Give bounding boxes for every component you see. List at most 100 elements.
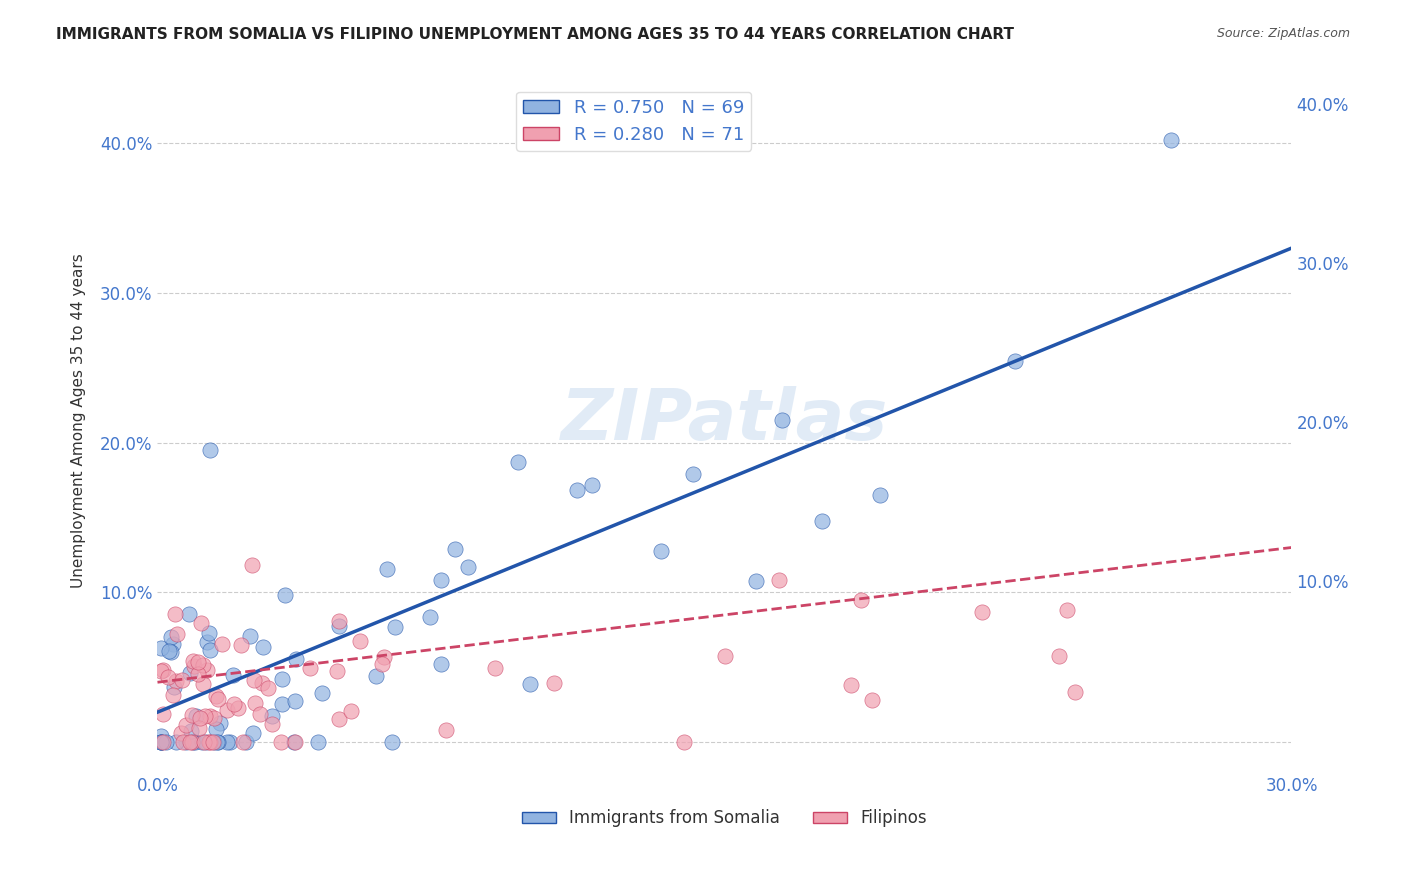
Immigrants from Somalia <box>177 607 200 621</box>
Immigrants from Somalia <box>252 640 274 654</box>
Immigrants from Somalia <box>565 483 588 498</box>
Immigrants from Somalia <box>205 722 228 736</box>
Filipinos <box>243 696 266 710</box>
Filipinos <box>170 726 193 740</box>
Filipinos <box>325 664 347 678</box>
Filipinos <box>839 678 862 692</box>
Filipinos <box>211 637 233 651</box>
Immigrants from Somalia <box>1160 133 1182 147</box>
Filipinos <box>768 574 790 588</box>
Immigrants from Somalia <box>328 619 350 633</box>
Immigrants from Somalia <box>682 467 704 481</box>
Immigrants from Somalia <box>869 488 891 502</box>
Immigrants from Somalia <box>581 477 603 491</box>
Filipinos <box>284 735 307 749</box>
Immigrants from Somalia <box>284 694 307 708</box>
Text: ZIPatlas: ZIPatlas <box>561 385 889 455</box>
Filipinos <box>174 717 197 731</box>
Filipinos <box>328 712 350 726</box>
Filipinos <box>222 698 245 712</box>
Immigrants from Somalia <box>160 630 183 644</box>
Filipinos <box>190 615 212 630</box>
Filipinos <box>181 735 204 749</box>
Immigrants from Somalia <box>384 620 406 634</box>
Filipinos <box>163 607 186 621</box>
Immigrants from Somalia <box>198 643 221 657</box>
Filipinos <box>187 667 209 681</box>
Immigrants from Somalia <box>180 724 202 739</box>
Immigrants from Somalia <box>508 454 530 468</box>
Y-axis label: Unemployment Among Ages 35 to 44 years: Unemployment Among Ages 35 to 44 years <box>72 253 86 588</box>
Immigrants from Somalia <box>198 625 221 640</box>
Immigrants from Somalia <box>205 735 228 749</box>
Immigrants from Somalia <box>271 697 294 711</box>
Immigrants from Somalia <box>155 735 177 749</box>
Filipinos <box>205 689 228 703</box>
Filipinos <box>240 558 263 573</box>
Immigrants from Somalia <box>770 413 793 427</box>
Immigrants from Somalia <box>419 610 441 624</box>
Filipinos <box>270 735 292 749</box>
Immigrants from Somalia <box>311 686 333 700</box>
Immigrants from Somalia <box>283 735 305 749</box>
Immigrants from Somalia <box>375 562 398 576</box>
Filipinos <box>172 735 194 749</box>
Immigrants from Somalia <box>1004 353 1026 368</box>
Filipinos <box>257 681 280 696</box>
Filipinos <box>152 663 174 677</box>
Immigrants from Somalia <box>222 668 245 682</box>
Immigrants from Somalia <box>307 735 329 749</box>
Immigrants from Somalia <box>364 669 387 683</box>
Immigrants from Somalia <box>218 735 240 749</box>
Filipinos <box>207 692 229 706</box>
Immigrants from Somalia <box>430 573 453 587</box>
Filipinos <box>187 656 209 670</box>
Filipinos <box>165 673 187 688</box>
Filipinos <box>157 670 180 684</box>
Filipinos <box>1063 685 1085 699</box>
Immigrants from Somalia <box>457 559 479 574</box>
Immigrants from Somalia <box>430 657 453 672</box>
Filipinos <box>193 735 215 749</box>
Immigrants from Somalia <box>235 735 257 749</box>
Filipinos <box>714 649 737 664</box>
Filipinos <box>166 627 188 641</box>
Filipinos <box>162 688 184 702</box>
Immigrants from Somalia <box>274 588 297 602</box>
Immigrants from Somalia <box>200 443 222 458</box>
Filipinos <box>1056 602 1078 616</box>
Immigrants from Somalia <box>262 709 284 723</box>
Filipinos <box>860 693 883 707</box>
Filipinos <box>181 654 204 668</box>
Filipinos <box>191 657 214 672</box>
Filipinos <box>260 716 283 731</box>
Filipinos <box>170 673 193 687</box>
Filipinos <box>340 704 363 718</box>
Text: IMMIGRANTS FROM SOMALIA VS FILIPINO UNEMPLOYMENT AMONG AGES 35 TO 44 YEARS CORRE: IMMIGRANTS FROM SOMALIA VS FILIPINO UNEM… <box>56 27 1014 42</box>
Filipinos <box>183 659 205 673</box>
Filipinos <box>195 663 218 677</box>
Immigrants from Somalia <box>150 735 173 749</box>
Immigrants from Somalia <box>162 637 184 651</box>
Filipinos <box>181 708 204 723</box>
Filipinos <box>434 723 457 737</box>
Filipinos <box>188 711 211 725</box>
Filipinos <box>484 661 506 675</box>
Immigrants from Somalia <box>217 735 239 749</box>
Filipinos <box>1047 649 1070 664</box>
Filipinos <box>242 673 264 687</box>
Immigrants from Somalia <box>184 709 207 723</box>
Immigrants from Somalia <box>811 514 834 528</box>
Filipinos <box>373 650 395 665</box>
Filipinos <box>215 702 238 716</box>
Filipinos <box>249 706 271 721</box>
Immigrants from Somalia <box>190 735 212 749</box>
Filipinos <box>252 675 274 690</box>
Filipinos <box>194 709 217 723</box>
Immigrants from Somalia <box>209 716 232 731</box>
Immigrants from Somalia <box>184 735 207 749</box>
Immigrants from Somalia <box>150 640 173 655</box>
Filipinos <box>152 735 174 749</box>
Immigrants from Somalia <box>202 735 225 749</box>
Immigrants from Somalia <box>284 652 307 666</box>
